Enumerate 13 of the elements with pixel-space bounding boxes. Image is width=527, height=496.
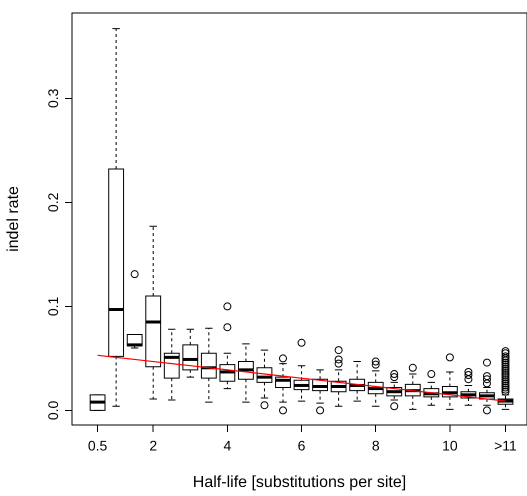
x-tick-label: 10 [442, 437, 458, 454]
x-axis-title: Half-life [substitutions per site] [192, 474, 406, 491]
x-tick-label: 0.5 [88, 437, 108, 454]
x-tick-label: 6 [298, 437, 306, 454]
y-tick-label: 0.0 [44, 400, 61, 420]
y-tick-label: 0.1 [44, 296, 61, 316]
x-tick-label: 8 [372, 437, 380, 454]
y-axis-title: indel rate [5, 186, 22, 252]
x-tick-label: 4 [223, 437, 232, 454]
y-tick-label: 0.2 [44, 192, 61, 212]
y-tick-label: 0.3 [44, 88, 61, 108]
x-tick-label: >11 [494, 437, 518, 454]
x-tick-label: 2 [149, 437, 158, 454]
